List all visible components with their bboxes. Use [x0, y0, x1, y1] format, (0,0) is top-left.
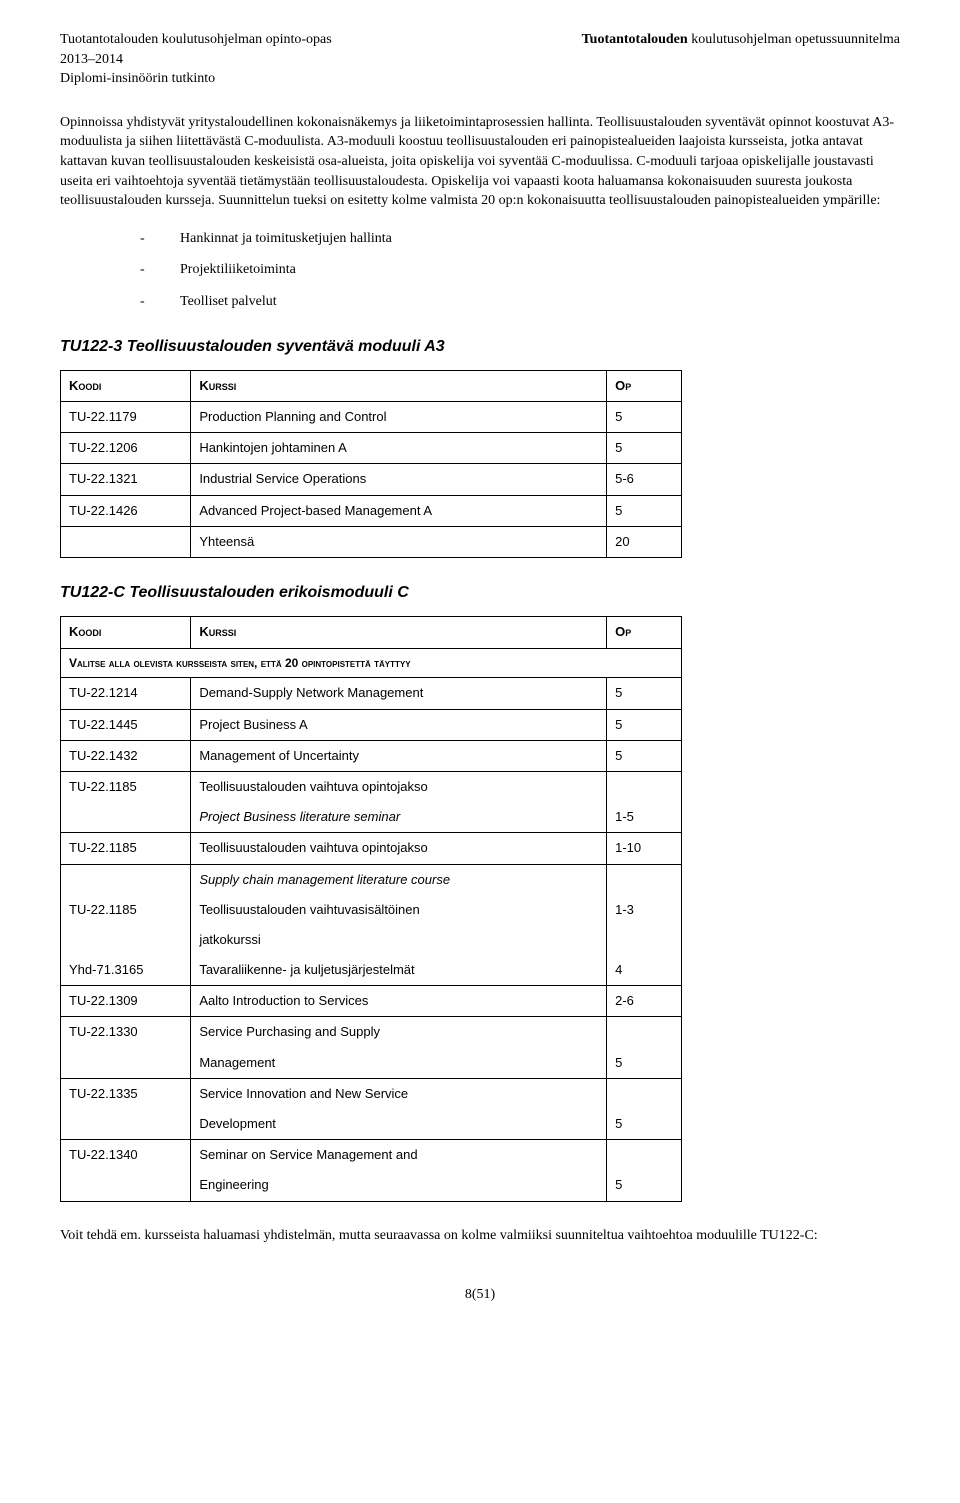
bullet-list: Hankinnat ja toimitusketjujen hallinta P…: [140, 229, 900, 312]
list-item: Projektiliiketoiminta: [140, 260, 900, 280]
header-degree: Diplomi-insinöörin tutkinto: [60, 69, 332, 89]
table-row: Development5: [61, 1109, 682, 1140]
table-row: TU-22.1340Seminar on Service Management …: [61, 1140, 682, 1171]
header-left: Tuotantotalouden koulutusohjelman opinto…: [60, 30, 332, 89]
col-header-op: Op: [607, 370, 681, 401]
table-row: TU-22.1214Demand-Supply Network Manageme…: [61, 678, 682, 709]
table-row: TU-22.1426Advanced Project-based Managem…: [61, 495, 682, 526]
table-row: Management5: [61, 1048, 682, 1079]
col-header-course: Kurssi: [191, 617, 607, 648]
table-row: TU-22.1309Aalto Introduction to Services…: [61, 986, 682, 1017]
table-row: TU-22.1185Teollisuustalouden vaihtuvasis…: [61, 895, 682, 925]
list-item: Hankinnat ja toimitusketjujen hallinta: [140, 229, 900, 249]
table-spanner-row: Valitse alla olevista kursseista siten, …: [61, 648, 682, 678]
header-right-normal: koulutusohjelman opetussuunnitelma: [688, 32, 900, 47]
table-row: Yhd-71.3165Tavaraliikenne- ja kuljetusjä…: [61, 955, 682, 986]
list-item: Teolliset palvelut: [140, 292, 900, 312]
col-header-course: Kurssi: [191, 370, 607, 401]
closing-paragraph: Voit tehdä em. kursseista haluamasi yhdi…: [60, 1226, 900, 1246]
table-header-row: Koodi Kurssi Op: [61, 617, 682, 648]
table-row: TU-22.1445Project Business A5: [61, 709, 682, 740]
page-header: Tuotantotalouden koulutusohjelman opinto…: [60, 30, 900, 89]
table-row: TU-22.1206Hankintojen johtaminen A5: [61, 433, 682, 464]
table-row: TU-22.1179Production Planning and Contro…: [61, 402, 682, 433]
table-header-row: Koodi Kurssi Op: [61, 370, 682, 401]
table-row: TU-22.1432Management of Uncertainty5: [61, 740, 682, 771]
header-title: Tuotantotalouden koulutusohjelman opinto…: [60, 30, 332, 50]
table-row: TU-22.1335Service Innovation and New Ser…: [61, 1078, 682, 1109]
table-row: jatkokurssi: [61, 925, 682, 955]
table-row: TU-22.1321Industrial Service Operations5…: [61, 464, 682, 495]
table-row: Supply chain management literature cours…: [61, 864, 682, 895]
header-right-bold: Tuotantotalouden: [582, 32, 688, 47]
table-c: Koodi Kurssi Op Valitse alla olevista ku…: [60, 616, 682, 1201]
table-c-title: TU122-C Teollisuustalouden erikoismoduul…: [60, 582, 900, 604]
table-a3: Koodi Kurssi Op TU-22.1179Production Pla…: [60, 370, 682, 558]
table-row: TU-22.1185Teollisuustalouden vaihtuva op…: [61, 833, 682, 864]
table-a3-title: TU122-3 Teollisuustalouden syventävä mod…: [60, 336, 900, 358]
table-row: Engineering5: [61, 1170, 682, 1201]
table-row: TU-22.1330Service Purchasing and Supply: [61, 1017, 682, 1048]
table-total-row: Yhteensä20: [61, 526, 682, 557]
table-row: TU-22.1185Teollisuustalouden vaihtuva op…: [61, 771, 682, 802]
col-header-code: Koodi: [61, 617, 191, 648]
col-header-code: Koodi: [61, 370, 191, 401]
header-year: 2013–2014: [60, 50, 332, 70]
table-row: Project Business literature seminar1-5: [61, 802, 682, 833]
page-number: 8(51): [60, 1285, 900, 1305]
header-right: Tuotantotalouden koulutusohjelman opetus…: [582, 30, 900, 89]
col-header-op: Op: [607, 617, 681, 648]
intro-paragraph: Opinnoissa yhdistyvät yritystaloudelline…: [60, 113, 900, 211]
